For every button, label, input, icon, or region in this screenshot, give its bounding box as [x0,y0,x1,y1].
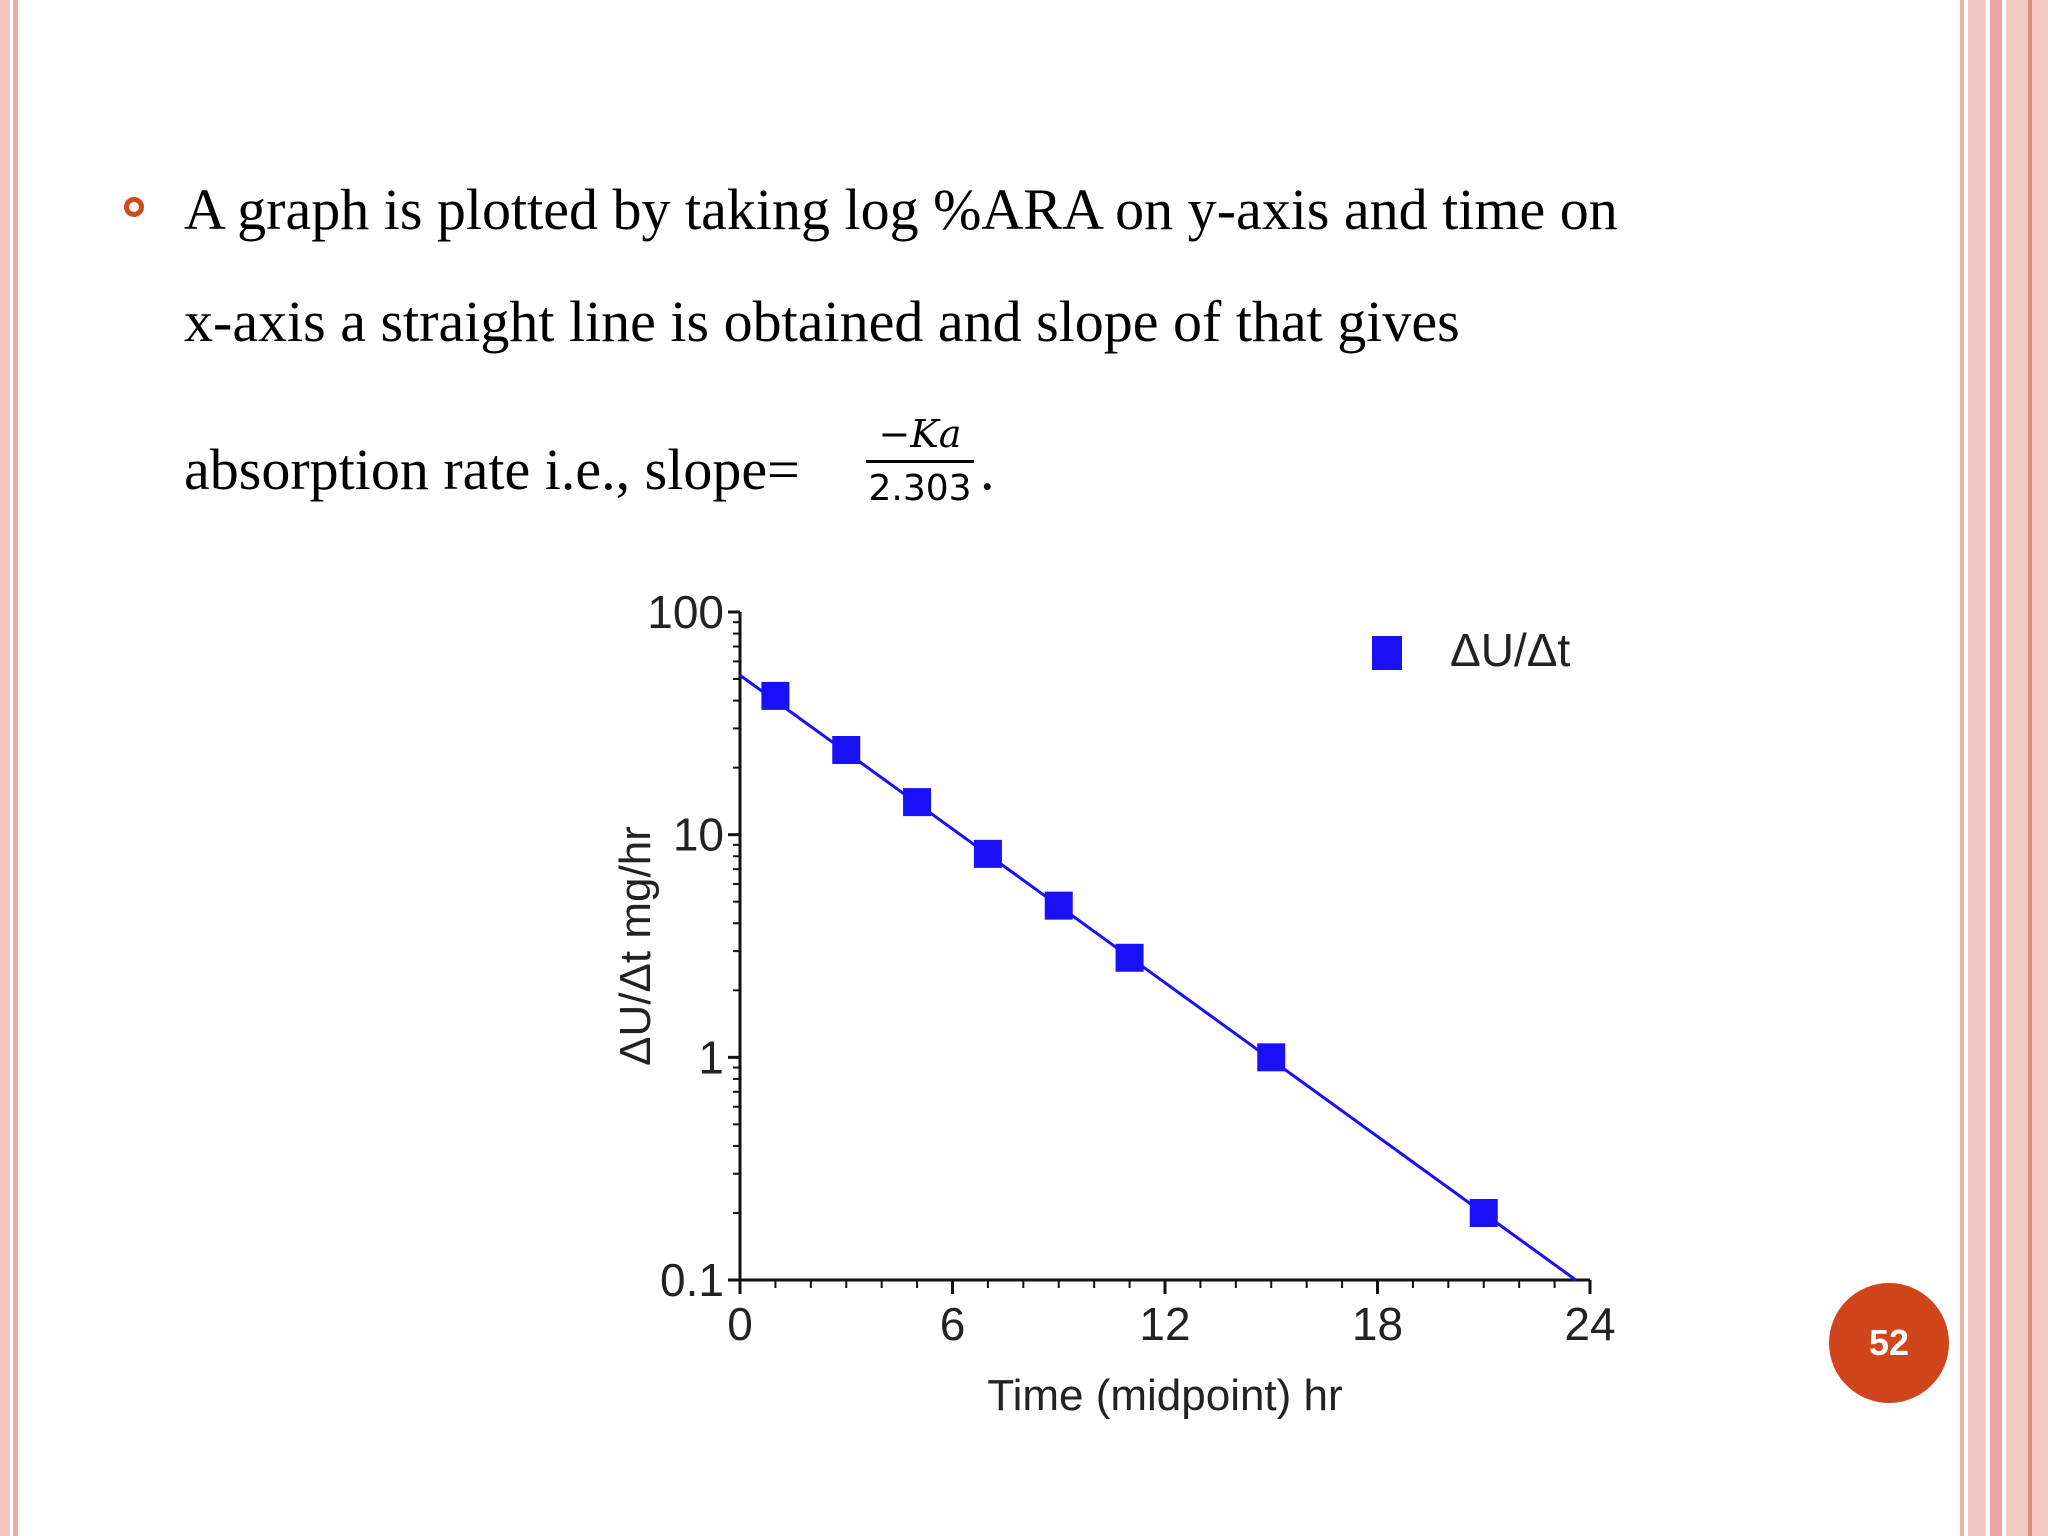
x-tick-label: 12 [1139,1298,1190,1350]
x-tick-label: 24 [1564,1298,1615,1350]
data-point [832,736,861,765]
legend-label: ΔU/Δt [1450,624,1570,676]
y-tick-label: 0.1 [660,1254,724,1306]
left-border-stripe [0,0,10,1536]
sentence-period: . [980,437,995,502]
data-point [1115,943,1144,972]
right-border-line [1960,0,1964,1536]
right-border-stripe [1968,0,1986,1536]
y-tick-label: 1 [698,1031,724,1083]
right-border-stripe-dark [1990,0,2002,1536]
data-point [973,839,1002,868]
x-axis-title: Time (midpoint) hr [987,1371,1342,1420]
x-tick-label: 6 [940,1298,966,1350]
slope-fraction: −Ka 2.303 [860,412,980,511]
y-tick-label: 10 [673,809,724,861]
fraction-numerator: −Ka [878,412,962,456]
data-point [1257,1043,1286,1072]
body-text-line-1: A graph is plotted by taking log %ARA on… [184,177,1618,242]
fraction-bar [866,460,974,463]
body-text-line-2: x-axis a straight line is obtained and s… [184,289,1460,354]
fraction-denominator: 2.303 [868,468,972,509]
fit-line [739,674,1577,1282]
legend-marker [1372,636,1402,670]
data-point [1044,891,1073,920]
right-border-stripe-outer [2006,0,2048,1536]
right-border-accent-line [2028,0,2032,1536]
x-tick-label: 0 [727,1298,753,1350]
left-border-line [13,0,18,1536]
data-point [1469,1198,1498,1227]
body-text-line-3: absorption rate i.e., slope= [184,437,800,502]
bullet-circle-icon [124,197,144,217]
page-number-badge: 52 [1829,1283,1949,1403]
y-axis-title: ΔU/Δt mg/hr [611,826,660,1066]
data-point [903,788,932,817]
x-tick-label: 18 [1352,1298,1403,1350]
data-point [761,681,790,710]
y-tick-label: 100 [647,586,724,638]
